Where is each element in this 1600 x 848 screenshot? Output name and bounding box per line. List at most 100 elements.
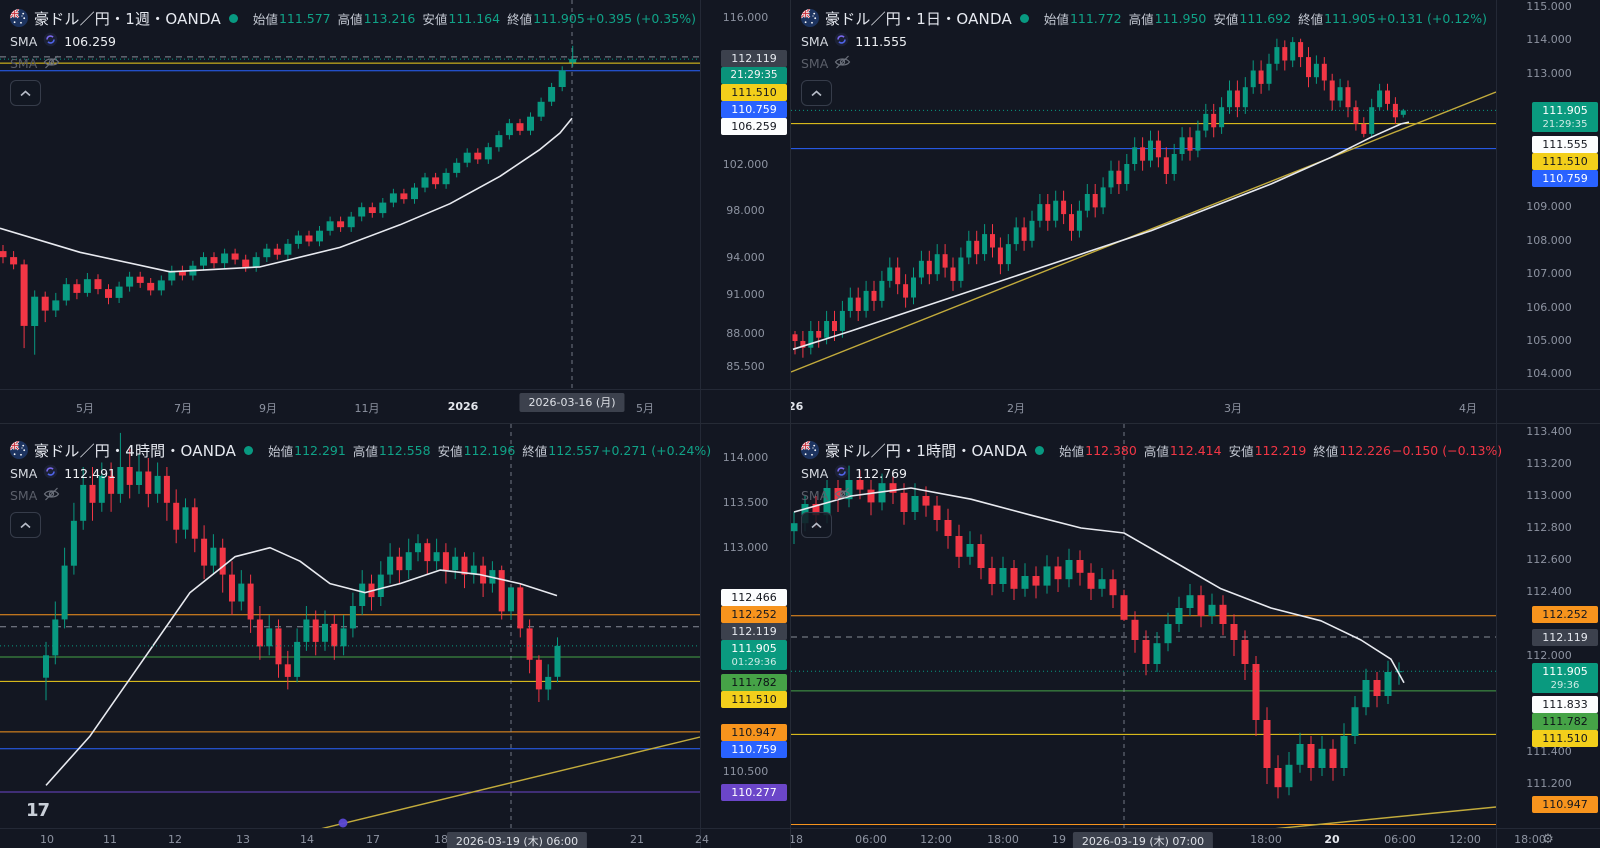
timezone-settings-gear-icon[interactable]: ⚙ bbox=[1542, 832, 1554, 847]
close-label: 終値 bbox=[1313, 443, 1339, 459]
indicator-sma-hidden[interactable]: SMA bbox=[801, 484, 1502, 506]
indicator-sma-hidden[interactable]: SMA bbox=[10, 52, 696, 74]
price-tick: 113.500 bbox=[722, 496, 769, 509]
candle-body bbox=[396, 556, 403, 571]
candle-body bbox=[1069, 214, 1074, 231]
time-tick: 17 bbox=[366, 833, 380, 846]
sma-refresh-icon[interactable] bbox=[43, 464, 58, 482]
time-tick: 18:00 bbox=[1514, 833, 1546, 846]
candle-body bbox=[1142, 640, 1150, 664]
price-label: 110.947 bbox=[1532, 796, 1598, 813]
candle-body bbox=[1092, 194, 1098, 208]
candle-body bbox=[349, 606, 356, 629]
candle-body bbox=[31, 296, 39, 326]
market-open-icon bbox=[1035, 445, 1045, 455]
sma-refresh-icon[interactable] bbox=[834, 32, 849, 50]
time-axis[interactable]: 18 06:00 12:00 18:00 19 18:00 20 06:00 12:00 18:0… bbox=[791, 828, 1600, 848]
candle-body bbox=[1021, 227, 1027, 241]
collapse-legend-button[interactable] bbox=[801, 80, 832, 106]
tradingview-logo[interactable]: 17 bbox=[26, 800, 50, 821]
change-value: +0.271 (+0.24%) bbox=[601, 442, 712, 458]
price-tick: 113.400 bbox=[1526, 425, 1572, 438]
trend-line[interactable] bbox=[791, 91, 1496, 373]
chart-canvas[interactable] bbox=[791, 0, 1496, 389]
price-scale[interactable]: 113.400 113.200 113.000 112.800 112.600 112.4… bbox=[1496, 424, 1600, 848]
price-tick: 105.000 bbox=[1526, 334, 1572, 347]
symbol-title[interactable]: 豪ドル／円・4時間・OANDA bbox=[34, 441, 237, 460]
chart-canvas[interactable] bbox=[0, 424, 700, 828]
candle-body bbox=[545, 676, 552, 690]
candle-body bbox=[201, 538, 208, 566]
candle-body bbox=[958, 257, 964, 281]
time-tick: 12:00 bbox=[920, 833, 952, 846]
eye-slash-icon[interactable] bbox=[43, 487, 60, 504]
candle-body bbox=[1250, 70, 1256, 88]
close-label: 終値 bbox=[1298, 11, 1324, 27]
candle-body bbox=[52, 300, 60, 311]
candle-body bbox=[377, 574, 384, 597]
candle-body bbox=[1266, 63, 1272, 84]
trend-line[interactable] bbox=[250, 736, 700, 828]
price-tick: 113.200 bbox=[1526, 457, 1572, 470]
symbol-title[interactable]: 豪ドル／円・1日・OANDA bbox=[825, 9, 1012, 28]
open-value: 112.380 bbox=[1085, 442, 1137, 458]
symbol-title[interactable]: 豪ドル／円・1時間・OANDA bbox=[825, 441, 1028, 460]
indicator-sma[interactable]: SMA 112.769 bbox=[801, 462, 1502, 484]
price-scale[interactable]: 115.000 114.000 113.000 109.000 108.000 107.0… bbox=[1496, 0, 1600, 423]
indicator-sma[interactable]: SMA 112.491 bbox=[10, 462, 711, 484]
time-axis[interactable]: 10 11 12 13 14 17 18 21 24 2026-03-19 (木) 06:00 bbox=[0, 828, 790, 848]
candle-body bbox=[537, 101, 545, 117]
candle-body bbox=[495, 135, 503, 148]
candle-body bbox=[548, 87, 556, 102]
candle-body bbox=[1187, 137, 1193, 151]
candle-body bbox=[147, 282, 155, 291]
candle-body bbox=[115, 286, 123, 298]
symbol-flag-icon bbox=[10, 441, 28, 459]
sma-line bbox=[45, 546, 558, 786]
ohlc-values: 始値 111.772 高値 111.950 安値 111.692 終値 111.905 … bbox=[1037, 9, 1487, 28]
candle-body bbox=[889, 483, 897, 493]
eye-slash-icon[interactable] bbox=[834, 55, 851, 72]
time-tick: 21 bbox=[630, 833, 644, 846]
price-scale[interactable]: 114.000 113.500 113.000 110.500 112.466 112.2… bbox=[700, 424, 790, 848]
chart-legend: 豪ドル／円・1週・OANDA 始値 111.577 高値 113.216 安値 111… bbox=[10, 6, 696, 74]
trend-line[interactable] bbox=[1191, 806, 1496, 828]
indicator-sma[interactable]: SMA 106.259 bbox=[10, 30, 696, 52]
collapse-legend-button[interactable] bbox=[801, 512, 832, 538]
high-value: 112.558 bbox=[378, 442, 431, 458]
indicator-sma-hidden[interactable]: SMA bbox=[10, 484, 711, 506]
trendline-handle[interactable] bbox=[338, 818, 348, 828]
change-value: −0.150 (−0.13%) bbox=[1392, 442, 1503, 458]
sma-value: 112.491 bbox=[64, 465, 116, 481]
sma-refresh-icon[interactable] bbox=[43, 32, 58, 50]
sma-refresh-icon[interactable] bbox=[834, 464, 849, 482]
time-axis[interactable]: 5月 7月 9月 11月 2026 5月 2026-03-16 (月) bbox=[0, 389, 790, 423]
price-label: 112.119 bbox=[721, 50, 787, 67]
time-tick: 11 bbox=[103, 833, 117, 846]
indicator-sma-hidden[interactable]: SMA bbox=[801, 52, 1487, 74]
eye-slash-icon[interactable] bbox=[834, 487, 851, 504]
candle-body bbox=[816, 331, 822, 338]
candle-body bbox=[823, 488, 831, 516]
candle-body bbox=[1155, 140, 1161, 158]
candle-body bbox=[182, 507, 189, 530]
symbol-title[interactable]: 豪ドル／円・1週・OANDA bbox=[34, 9, 221, 28]
candle-body bbox=[966, 544, 974, 557]
candle-body bbox=[1065, 560, 1073, 580]
eye-slash-icon[interactable] bbox=[43, 55, 60, 72]
candle-body bbox=[871, 290, 877, 301]
candle-body bbox=[1274, 47, 1280, 64]
collapse-legend-button[interactable] bbox=[10, 80, 41, 106]
price-tick: 112.800 bbox=[1526, 521, 1572, 534]
candle-body bbox=[1116, 170, 1122, 185]
price-scale[interactable]: 116.000 102.000 98.000 94.000 91.000 88.000 85… bbox=[700, 0, 790, 423]
time-axis[interactable]: 2026 2月 3月 4月 bbox=[791, 389, 1600, 423]
sma-line bbox=[0, 117, 573, 273]
price-label: 111.510 bbox=[1532, 153, 1598, 170]
price-tick: 111.400 bbox=[1526, 745, 1572, 758]
chart-canvas[interactable] bbox=[0, 0, 700, 389]
chart-canvas[interactable] bbox=[791, 424, 1496, 828]
price-tick: 113.000 bbox=[1526, 489, 1572, 502]
collapse-legend-button[interactable] bbox=[10, 512, 41, 538]
indicator-sma[interactable]: SMA 111.555 bbox=[801, 30, 1487, 52]
